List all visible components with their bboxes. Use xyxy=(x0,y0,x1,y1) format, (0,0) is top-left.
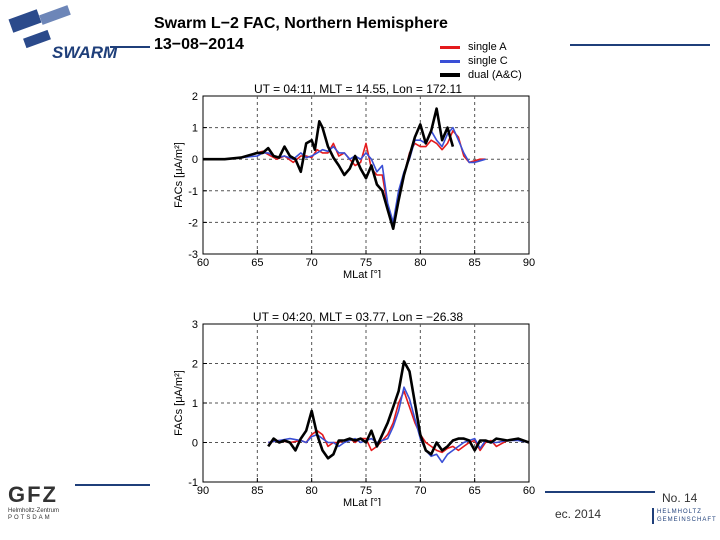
x-tick-label: 90 xyxy=(523,257,535,269)
legend-swatch xyxy=(440,73,460,77)
gfz-logo: GFZ Helmholtz-Zentrum POTSDAM xyxy=(8,482,78,532)
legend-label: dual (A&C) xyxy=(468,69,522,81)
y-tick-label: 2 xyxy=(192,359,198,371)
chart-title: UT = 04:11, MLT = 14.55, Lon = 172.11 xyxy=(254,82,462,96)
helmholtz-logo: HELMHOLTZ GEMEINSCHAFT xyxy=(652,508,717,524)
x-axis-label: MLat [°] xyxy=(343,497,381,506)
chart-title: UT = 04:20, MLT = 03.77, Lon = −26.38 xyxy=(253,310,463,324)
legend-label: single A xyxy=(468,41,507,53)
y-tick-label: -1 xyxy=(188,186,198,198)
y-tick-label: -2 xyxy=(188,217,198,229)
fac-chart-top: 60 65 70 75 80 85 90 -3 -2 -1 0 1 2 UT = 04:11, MLT =… xyxy=(173,82,535,278)
x-tick-label: 90 xyxy=(197,485,209,497)
helmholtz-logo-text: HELMHOLTZ xyxy=(657,509,702,515)
gfz-logo-subtitle: POTSDAM xyxy=(8,515,52,521)
x-tick-label: 70 xyxy=(306,257,318,269)
x-tick-label: 70 xyxy=(414,485,426,497)
gfz-logo-text: GFZ xyxy=(8,482,58,507)
x-tick-label: 65 xyxy=(469,485,481,497)
swarm-logo-text: SWARM xyxy=(52,43,118,62)
gfz-logo-subtitle: Helmholtz-Zentrum xyxy=(8,508,60,514)
footer-rule-left xyxy=(75,484,150,486)
fac-chart-bottom: 90 85 80 75 70 65 60 -1 0 1 2 3 UT = 04:20, MLT = 03… xyxy=(173,310,535,506)
y-axis-label: FACs [μA/m²] xyxy=(173,142,185,208)
swarm-logo: SWARM xyxy=(4,4,154,64)
legend: single A single C dual (A&C) xyxy=(440,40,522,82)
y-tick-label: -3 xyxy=(188,249,198,261)
series-line-single-c xyxy=(268,386,530,464)
legend-item-dual: dual (A&C) xyxy=(440,68,522,82)
y-tick-label: 0 xyxy=(192,154,198,166)
footer-rule-right xyxy=(545,491,655,493)
y-tick-label: 2 xyxy=(192,91,198,103)
y-tick-label: 0 xyxy=(192,438,198,450)
x-tick-label: 65 xyxy=(251,257,263,269)
x-tick-label: 85 xyxy=(469,257,481,269)
legend-swatch xyxy=(440,45,460,49)
page-date: 13−08−2014 xyxy=(154,36,244,53)
legend-item-single-a: single A xyxy=(440,40,522,54)
y-tick-label: 1 xyxy=(192,123,198,135)
series-line-dual-a-c xyxy=(203,107,455,230)
x-axis-label: MLat [°] xyxy=(343,269,381,278)
header-rule-right xyxy=(570,44,710,46)
x-tick-label: 85 xyxy=(251,485,263,497)
page-title: Swarm L−2 FAC, Northern Hemisphere xyxy=(154,15,448,32)
series-line-single-a xyxy=(268,390,530,454)
page-number: No. 14 xyxy=(662,491,698,505)
legend-swatch xyxy=(440,59,460,63)
y-tick-label: 3 xyxy=(192,319,198,331)
y-tick-label: 1 xyxy=(192,398,198,410)
series-line-dual-a-c xyxy=(267,360,530,460)
x-tick-label: 75 xyxy=(360,485,372,497)
helmholtz-logo-text: GEMEINSCHAFT xyxy=(657,517,717,523)
x-tick-label: 80 xyxy=(414,257,426,269)
x-tick-label: 75 xyxy=(360,257,372,269)
y-axis-label: FACs [μA/m²] xyxy=(173,370,185,436)
footer-date: ec. 2014 xyxy=(555,507,602,521)
x-tick-label: 80 xyxy=(306,485,318,497)
legend-item-single-c: single C xyxy=(440,54,522,68)
satellite-icon xyxy=(8,5,71,49)
y-tick-label: -1 xyxy=(188,477,198,489)
series-line-single-c xyxy=(203,126,486,224)
header-rule-left xyxy=(110,46,150,48)
legend-label: single C xyxy=(468,55,508,67)
x-tick-label: 60 xyxy=(197,257,209,269)
x-tick-label: 60 xyxy=(523,485,535,497)
